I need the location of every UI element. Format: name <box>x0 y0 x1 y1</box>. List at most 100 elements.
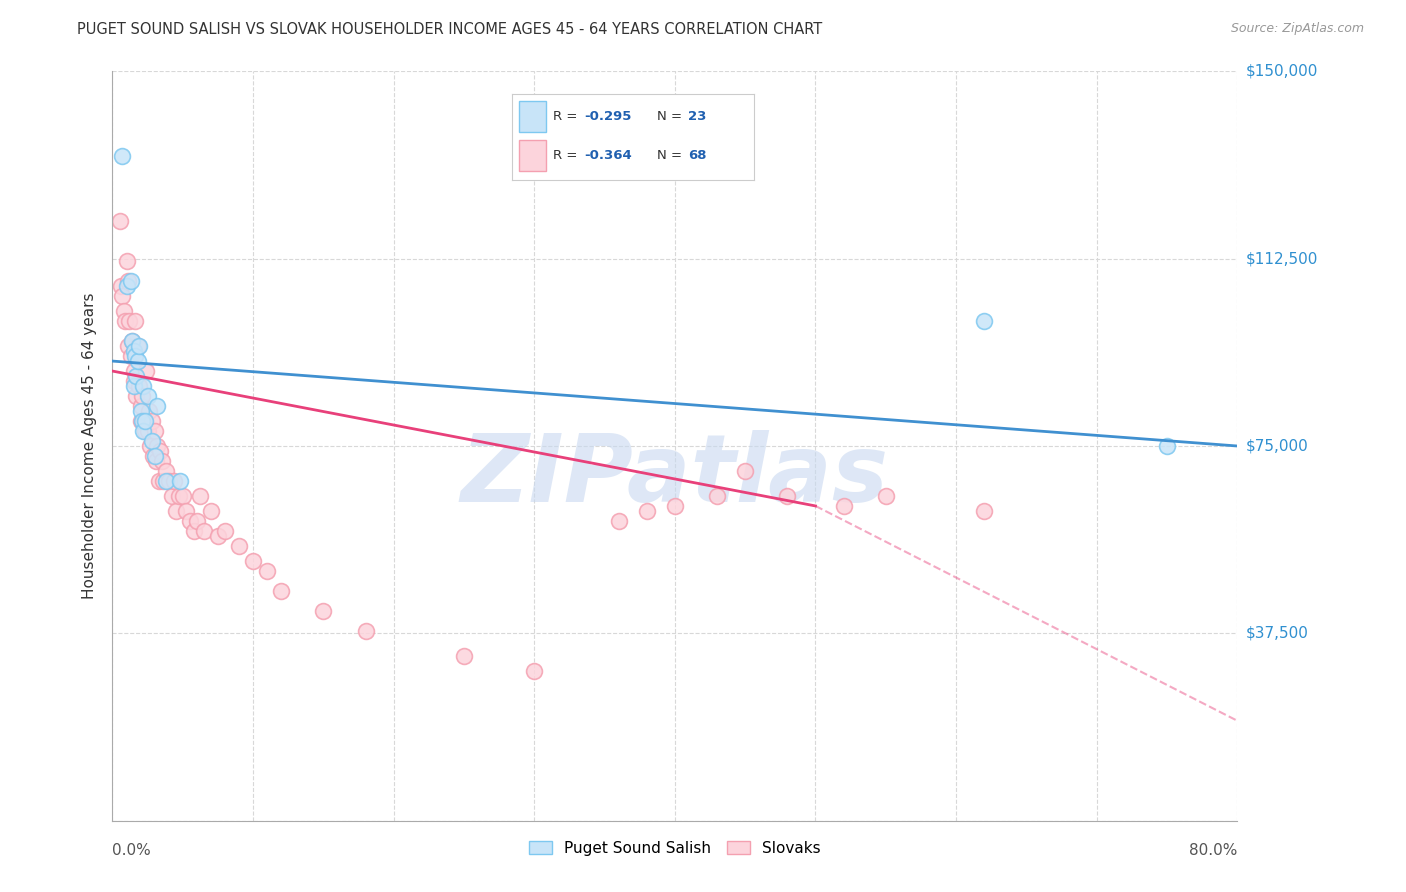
Point <box>111 289 134 303</box>
Point <box>128 379 150 393</box>
Point <box>228 539 250 553</box>
Point <box>146 399 169 413</box>
Point <box>270 583 292 598</box>
Point <box>607 514 630 528</box>
Text: $75,000: $75,000 <box>1246 439 1309 453</box>
Point <box>157 474 180 488</box>
Point <box>125 389 148 403</box>
Point <box>165 504 187 518</box>
Point <box>122 374 145 388</box>
Point <box>155 474 177 488</box>
Point <box>193 524 215 538</box>
Text: 80.0%: 80.0% <box>1189 843 1237 858</box>
Point <box>125 369 148 384</box>
Point <box>136 424 159 438</box>
Text: $37,500: $37,500 <box>1246 626 1309 640</box>
Point <box>832 499 855 513</box>
Point <box>734 464 756 478</box>
Point <box>664 499 686 513</box>
Point <box>312 604 335 618</box>
Point <box>120 349 142 363</box>
Point <box>129 399 152 413</box>
Point <box>138 404 160 418</box>
Point <box>148 474 170 488</box>
Point <box>174 504 197 518</box>
Point <box>214 524 236 538</box>
Point <box>108 214 131 228</box>
Point <box>169 474 191 488</box>
Point <box>973 314 995 328</box>
Point <box>142 449 165 463</box>
Point <box>200 504 222 518</box>
Point <box>131 389 153 403</box>
Point <box>128 339 150 353</box>
Point <box>188 489 211 503</box>
Text: 0.0%: 0.0% <box>112 843 152 858</box>
Point <box>146 439 169 453</box>
Point <box>134 414 156 428</box>
Point <box>172 489 194 503</box>
Point <box>129 404 152 418</box>
Point <box>143 449 166 463</box>
Point <box>1156 439 1178 453</box>
Point <box>115 254 138 268</box>
Point <box>122 364 145 378</box>
Point <box>875 489 897 503</box>
Point <box>636 504 658 518</box>
Point <box>115 279 138 293</box>
Point <box>121 334 143 348</box>
Point <box>973 504 995 518</box>
Point <box>135 364 157 378</box>
Point <box>150 454 173 468</box>
Text: Source: ZipAtlas.com: Source: ZipAtlas.com <box>1230 22 1364 36</box>
Legend: Puget Sound Salish, Slovaks: Puget Sound Salish, Slovaks <box>523 835 827 862</box>
Point <box>114 314 136 328</box>
Point <box>122 379 145 393</box>
Point <box>127 339 149 353</box>
Point <box>143 424 166 438</box>
Point <box>121 334 143 348</box>
Point <box>132 414 155 428</box>
Point <box>145 454 167 468</box>
Point <box>155 464 177 478</box>
Point <box>523 664 546 678</box>
Point <box>120 274 142 288</box>
Point <box>163 474 186 488</box>
Point <box>207 529 229 543</box>
Text: ZIPatlas: ZIPatlas <box>461 430 889 522</box>
Text: $150,000: $150,000 <box>1246 64 1317 78</box>
Point <box>186 514 208 528</box>
Point <box>129 414 152 428</box>
Point <box>118 314 141 328</box>
Point <box>132 424 155 438</box>
Y-axis label: Householder Income Ages 45 - 64 years: Householder Income Ages 45 - 64 years <box>82 293 97 599</box>
Point <box>117 274 139 288</box>
Point <box>117 339 139 353</box>
Point <box>183 524 205 538</box>
Point <box>706 489 728 503</box>
Point <box>453 648 475 663</box>
Text: $112,500: $112,500 <box>1246 252 1317 266</box>
Point <box>149 444 172 458</box>
Point <box>110 279 132 293</box>
Point <box>127 354 149 368</box>
Point <box>139 439 162 453</box>
Point <box>122 344 145 359</box>
Point <box>132 379 155 393</box>
Point <box>167 489 190 503</box>
Point <box>124 314 146 328</box>
Point <box>111 149 134 163</box>
Point <box>256 564 278 578</box>
Point <box>160 489 183 503</box>
Text: PUGET SOUND SALISH VS SLOVAK HOUSEHOLDER INCOME AGES 45 - 64 YEARS CORRELATION C: PUGET SOUND SALISH VS SLOVAK HOUSEHOLDER… <box>77 22 823 37</box>
Point <box>134 424 156 438</box>
Point <box>776 489 799 503</box>
Point <box>124 349 146 363</box>
Point <box>354 624 377 638</box>
Point <box>136 389 159 403</box>
Point <box>179 514 201 528</box>
Point <box>141 434 163 448</box>
Point <box>242 554 264 568</box>
Point <box>131 414 153 428</box>
Point <box>112 304 135 318</box>
